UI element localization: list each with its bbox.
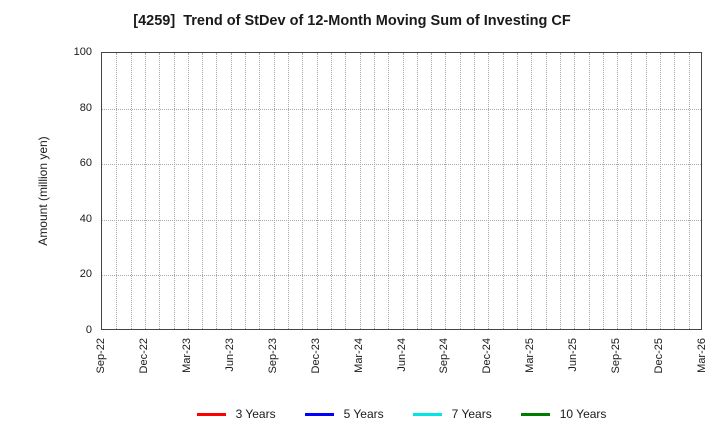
vertical-gridline xyxy=(545,53,547,329)
vertical-gridline xyxy=(216,53,218,329)
x-tick-label: Sep-23 xyxy=(266,338,279,374)
vertical-gridline xyxy=(144,53,146,329)
vertical-gridline xyxy=(402,53,404,329)
vertical-gridline xyxy=(631,53,633,329)
plot-area xyxy=(101,52,702,330)
x-tick-label: Jun-24 xyxy=(395,338,408,372)
vertical-gridline xyxy=(488,53,490,329)
vertical-gridline xyxy=(574,53,576,329)
vertical-gridline xyxy=(660,53,662,329)
legend-item: 5 Years xyxy=(304,407,384,421)
vertical-gridline xyxy=(559,53,561,329)
vertical-gridline xyxy=(645,53,647,329)
vertical-gridline xyxy=(674,53,676,329)
vertical-gridline xyxy=(202,53,204,329)
legend-item: 7 Years xyxy=(412,407,492,421)
y-tick-label: 40 xyxy=(79,212,92,225)
vertical-gridline xyxy=(688,53,690,329)
vertical-gridline xyxy=(159,53,161,329)
x-tick-label: Sep-22 xyxy=(95,338,107,374)
vertical-gridline xyxy=(187,53,189,329)
vertical-gridline xyxy=(288,53,290,329)
legend-color-line xyxy=(412,412,442,416)
vertical-gridline xyxy=(345,53,347,329)
x-tick-label: Dec-24 xyxy=(481,338,494,374)
legend-item: 3 Years xyxy=(196,407,276,421)
legend-label: 7 Years xyxy=(451,407,492,421)
vertical-gridline xyxy=(602,53,604,329)
y-tick-label: 80 xyxy=(79,101,92,114)
horizontal-gridline xyxy=(102,219,701,221)
vertical-gridline xyxy=(130,53,132,329)
vertical-gridline xyxy=(259,53,261,329)
legend-color-line xyxy=(520,412,550,416)
vertical-gridline xyxy=(230,53,232,329)
x-tick-label: Sep-24 xyxy=(438,338,451,374)
vertical-gridline xyxy=(445,53,447,329)
vertical-gridline xyxy=(373,53,375,329)
vertical-gridline xyxy=(516,53,518,329)
vertical-gridline xyxy=(330,53,332,329)
legend-label: 10 Years xyxy=(559,407,607,421)
y-tick-label: 0 xyxy=(85,324,92,336)
x-tick-label: Mar-26 xyxy=(696,338,708,373)
vertical-gridline xyxy=(416,53,418,329)
legend-color-line xyxy=(196,412,226,416)
x-tick-label: Jun-25 xyxy=(567,338,580,372)
legend: 3 Years 5 Years 7 Years 10 Years xyxy=(101,407,702,421)
x-tick-label: Sep-25 xyxy=(610,338,623,374)
vertical-gridline xyxy=(617,53,619,329)
legend-label: 5 Years xyxy=(343,407,384,421)
x-tick-label: Dec-23 xyxy=(309,338,322,374)
vertical-gridline xyxy=(388,53,390,329)
vertical-gridline xyxy=(431,53,433,329)
vertical-gridline xyxy=(502,53,504,329)
vertical-gridline xyxy=(302,53,304,329)
horizontal-gridline xyxy=(102,275,701,277)
y-tick-label: 100 xyxy=(73,46,92,58)
horizontal-gridline xyxy=(102,108,701,110)
legend-color-line xyxy=(304,412,334,416)
vertical-gridline xyxy=(359,53,361,329)
y-tick-label: 20 xyxy=(79,268,92,281)
vertical-gridline xyxy=(474,53,476,329)
vertical-gridline xyxy=(116,53,118,329)
x-tick-label: Dec-22 xyxy=(137,338,150,374)
y-axis-title: Amount (million yen) xyxy=(36,136,50,246)
x-tick-label: Mar-24 xyxy=(352,338,365,373)
x-tick-label: Dec-25 xyxy=(653,338,666,374)
vertical-gridline xyxy=(245,53,247,329)
legend-item: 10 Years xyxy=(520,407,607,421)
x-tick-label: Mar-25 xyxy=(524,338,537,373)
vertical-gridline xyxy=(316,53,318,329)
vertical-gridline xyxy=(459,53,461,329)
vertical-gridline xyxy=(531,53,533,329)
vertical-gridline xyxy=(588,53,590,329)
vertical-gridline xyxy=(173,53,175,329)
vertical-gridline xyxy=(273,53,275,329)
x-tick-label: Mar-23 xyxy=(180,338,193,373)
chart-title: [4259] Trend of StDev of 12-Month Moving… xyxy=(133,13,571,29)
legend-label: 3 Years xyxy=(235,407,276,421)
horizontal-gridline xyxy=(102,164,701,166)
x-tick-label: Jun-23 xyxy=(223,338,236,372)
y-tick-label: 60 xyxy=(79,157,92,170)
